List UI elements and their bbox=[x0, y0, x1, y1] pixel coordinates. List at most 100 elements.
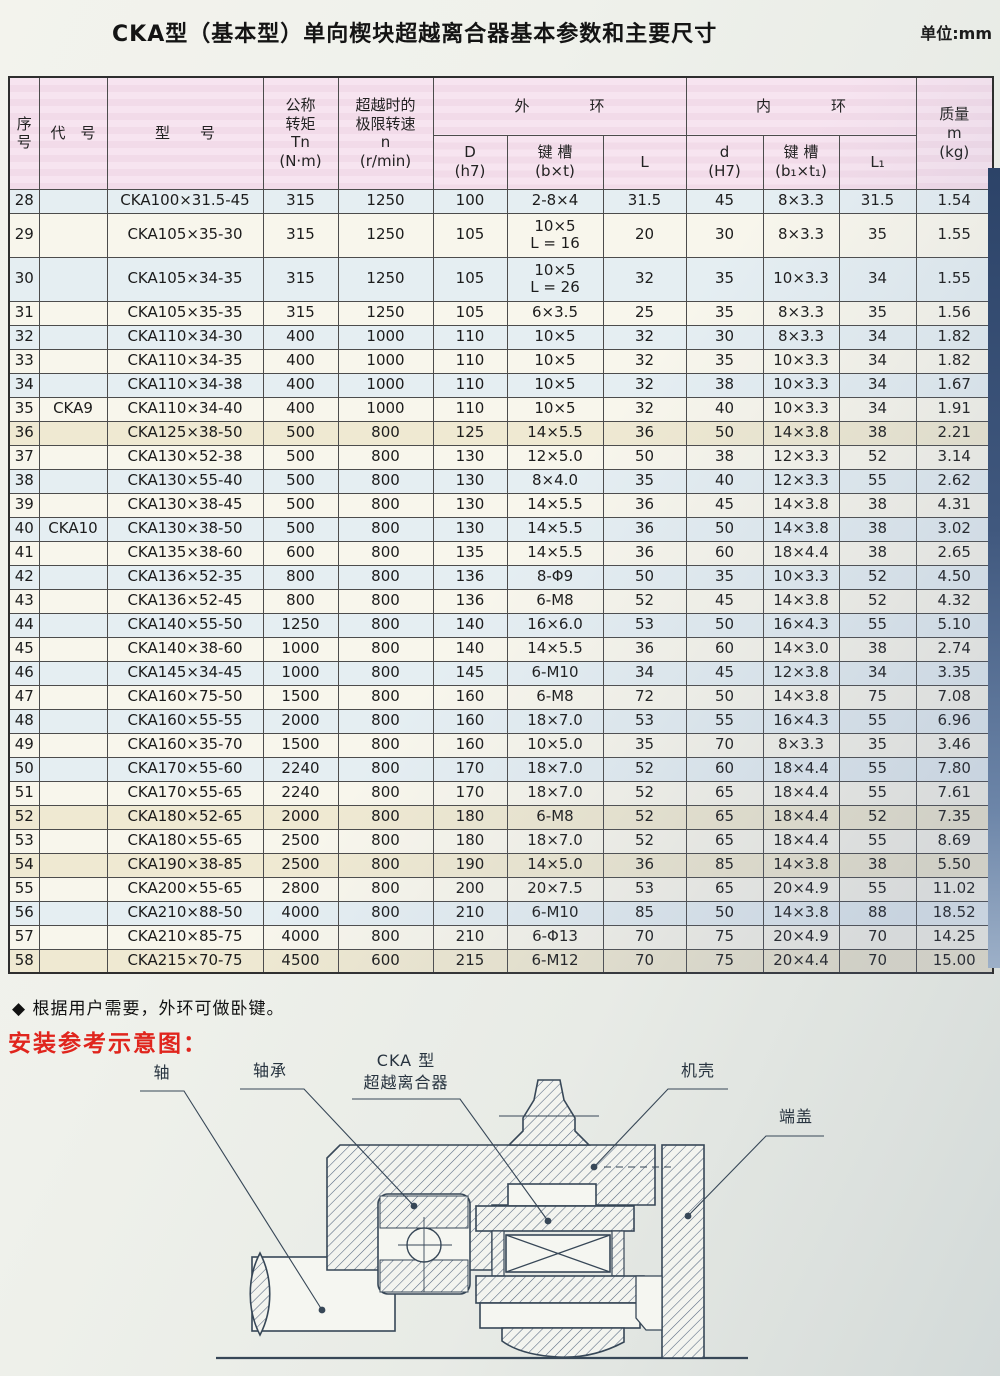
cell-inner-d: 35 bbox=[685, 564, 764, 590]
cell-inner-keyway: 14×3.8 bbox=[762, 852, 840, 878]
cell-inner-L1: 55 bbox=[838, 876, 917, 902]
cell-outer-keyway: 6-M8 bbox=[506, 588, 604, 614]
cell-seq: 28 bbox=[8, 188, 40, 214]
cell-mass: 7.35 bbox=[915, 804, 994, 830]
cell-outer-L: 53 bbox=[602, 708, 687, 734]
cell-code bbox=[38, 636, 108, 662]
table-row: 33 CKA110×34-35 400 1000 110 10×5 32 35 … bbox=[8, 348, 994, 374]
cell-model: CKA200×55-65 bbox=[106, 876, 264, 902]
cell-outer-L: 36 bbox=[602, 852, 687, 878]
cell-speed: 800 bbox=[337, 564, 434, 590]
cell-model: CKA140×38-60 bbox=[106, 636, 264, 662]
cell-speed: 1250 bbox=[337, 188, 434, 214]
cell-model: CKA145×34-45 bbox=[106, 660, 264, 686]
shaft-end bbox=[249, 1251, 271, 1337]
cell-outer-D: 110 bbox=[432, 324, 508, 350]
cell-mass: 4.32 bbox=[915, 588, 994, 614]
cell-speed: 800 bbox=[337, 756, 434, 782]
cell-model: CKA210×88-50 bbox=[106, 900, 264, 926]
cell-model: CKA160×75-50 bbox=[106, 684, 264, 710]
cell-inner-d: 60 bbox=[685, 540, 764, 566]
cell-model: CKA140×55-50 bbox=[106, 612, 264, 638]
cell-inner-keyway: 20×4.9 bbox=[762, 876, 840, 902]
cell-outer-D: 140 bbox=[432, 612, 508, 638]
cell-outer-D: 180 bbox=[432, 804, 508, 830]
cell-outer-keyway: 12×5.0 bbox=[506, 444, 604, 470]
cell-inner-d: 55 bbox=[685, 708, 764, 734]
cell-seq: 32 bbox=[8, 324, 40, 350]
cell-code bbox=[38, 564, 108, 590]
cell-outer-L: 36 bbox=[602, 636, 687, 662]
cell-seq: 33 bbox=[8, 348, 40, 374]
cell-outer-D: 125 bbox=[432, 420, 508, 446]
cell-mass: 8.69 bbox=[915, 828, 994, 854]
cell-seq: 38 bbox=[8, 468, 40, 494]
cell-outer-D: 130 bbox=[432, 468, 508, 494]
col-header-mass: 质量 m (kg) bbox=[915, 76, 994, 190]
cell-inner-L1: 38 bbox=[838, 852, 917, 878]
cell-code bbox=[38, 876, 108, 902]
cell-outer-keyway: 16×6.0 bbox=[506, 612, 604, 638]
cell-inner-keyway: 14×3.8 bbox=[762, 900, 840, 926]
cell-model: CKA160×35-70 bbox=[106, 732, 264, 758]
leader-housing bbox=[593, 1088, 728, 1168]
cell-inner-L1: 70 bbox=[838, 948, 917, 974]
table-row: 36 CKA125×38-50 500 800 125 14×5.5 36 50… bbox=[8, 420, 994, 446]
cell-outer-keyway: 14×5.5 bbox=[506, 540, 604, 566]
cell-mass: 1.82 bbox=[915, 348, 994, 374]
cell-inner-L1: 55 bbox=[838, 756, 917, 782]
cell-speed: 800 bbox=[337, 828, 434, 854]
cell-model: CKA130×55-40 bbox=[106, 468, 264, 494]
cell-seq: 48 bbox=[8, 708, 40, 734]
cell-seq: 52 bbox=[8, 804, 40, 830]
leader-clutch bbox=[352, 1098, 549, 1222]
cell-outer-L: 53 bbox=[602, 876, 687, 902]
cell-torque: 2240 bbox=[262, 756, 339, 782]
cell-code bbox=[38, 348, 108, 374]
cell-inner-d: 60 bbox=[685, 636, 764, 662]
cell-outer-keyway: 8-Φ9 bbox=[506, 564, 604, 590]
cell-outer-L: 70 bbox=[602, 924, 687, 950]
cell-mass: 1.55 bbox=[915, 256, 994, 302]
cell-model: CKA105×34-35 bbox=[106, 256, 264, 302]
cell-seq: 39 bbox=[8, 492, 40, 518]
cell-mass: 18.52 bbox=[915, 900, 994, 926]
cell-mass: 5.50 bbox=[915, 852, 994, 878]
gear-section bbox=[507, 1079, 591, 1146]
cell-inner-d: 50 bbox=[685, 612, 764, 638]
cell-torque: 400 bbox=[262, 348, 339, 374]
cell-code bbox=[38, 804, 108, 830]
cell-model: CKA130×38-50 bbox=[106, 516, 264, 542]
sprag-strip-left bbox=[491, 1230, 505, 1277]
cell-seq: 42 bbox=[8, 564, 40, 590]
cell-outer-D: 145 bbox=[432, 660, 508, 686]
cell-mass: 3.02 bbox=[915, 516, 994, 542]
cell-inner-keyway: 18×4.4 bbox=[762, 756, 840, 782]
cell-outer-L: 70 bbox=[602, 948, 687, 974]
cell-inner-d: 35 bbox=[685, 300, 764, 326]
diagram-label-housing: 机壳 bbox=[680, 1061, 715, 1080]
cell-mass: 7.08 bbox=[915, 684, 994, 710]
cell-inner-keyway: 14×3.8 bbox=[762, 684, 840, 710]
cell-outer-L: 20 bbox=[602, 212, 687, 258]
cell-seq: 41 bbox=[8, 540, 40, 566]
table-row: 28 CKA100×31.5-45 315 1250 100 2-8×4 31.… bbox=[8, 188, 994, 214]
cell-code bbox=[38, 948, 108, 974]
cell-seq: 31 bbox=[8, 300, 40, 326]
cell-mass: 2.21 bbox=[915, 420, 994, 446]
cell-outer-L: 36 bbox=[602, 540, 687, 566]
cell-torque: 315 bbox=[262, 256, 339, 302]
cell-code bbox=[38, 188, 108, 214]
cell-outer-L: 52 bbox=[602, 780, 687, 806]
hub-section bbox=[501, 1327, 625, 1359]
cell-code bbox=[38, 612, 108, 638]
cell-inner-keyway: 12×3.8 bbox=[762, 660, 840, 686]
cell-outer-L: 31.5 bbox=[602, 188, 687, 214]
col-group-inner-ring: 内 环 bbox=[685, 76, 917, 136]
cell-inner-L1: 38 bbox=[838, 636, 917, 662]
cell-outer-keyway: 18×7.0 bbox=[506, 828, 604, 854]
cell-outer-L: 85 bbox=[602, 900, 687, 926]
cell-outer-L: 32 bbox=[602, 256, 687, 302]
table-row: 52 CKA180×52-65 2000 800 180 6-M8 52 65 … bbox=[8, 804, 994, 830]
